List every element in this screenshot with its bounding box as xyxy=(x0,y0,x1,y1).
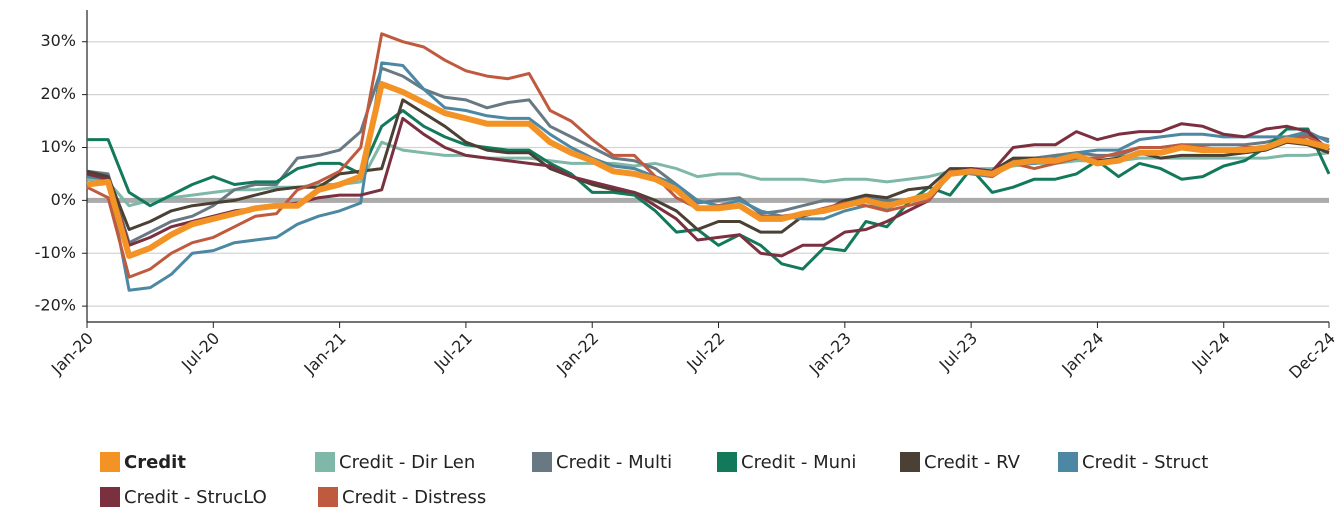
legend-label: Credit - Multi xyxy=(556,452,672,473)
x-tick-label: Jan-22 xyxy=(552,329,602,379)
legend-swatch xyxy=(318,487,338,507)
x-tick-label: Jul-22 xyxy=(682,329,728,375)
series-line xyxy=(86,98,1330,234)
y-tick-label: 0% xyxy=(51,190,76,209)
x-tick-label: Jan-23 xyxy=(805,329,855,379)
y-tick-label: 10% xyxy=(40,137,76,156)
legend-label: Credit - StrucLO xyxy=(124,487,267,508)
legend-label: Credit - Struct xyxy=(1082,452,1208,473)
series-line xyxy=(86,81,1330,259)
x-tick-label: Jan-20 xyxy=(47,329,97,379)
legend-swatch xyxy=(900,452,920,472)
legend-label: Credit xyxy=(124,452,186,473)
legend-swatch xyxy=(100,487,120,507)
legend-label: Credit - Dir Len xyxy=(339,452,475,473)
legend-label: Credit - Muni xyxy=(741,452,856,473)
x-tick-label: Jan-24 xyxy=(1057,329,1107,379)
x-tick-label: Jan-21 xyxy=(300,329,350,379)
legend-label: Credit - Distress xyxy=(342,487,486,508)
y-tick-label: -20% xyxy=(35,296,76,315)
legend-swatch xyxy=(100,452,120,472)
x-tick-label: Jul-24 xyxy=(1187,329,1233,375)
legend-swatch xyxy=(717,452,737,472)
y-tick-label: 30% xyxy=(40,31,76,50)
x-tick-label: Jul-23 xyxy=(935,329,981,375)
legend-swatch xyxy=(1058,452,1078,472)
y-tick-label: -10% xyxy=(35,243,76,262)
legend-swatch xyxy=(532,452,552,472)
series-line xyxy=(86,61,1330,292)
x-tick-label: Jul-20 xyxy=(177,329,223,375)
x-tick-label: Dec-24 xyxy=(1285,329,1339,383)
x-tick-label: Jul-21 xyxy=(430,329,476,375)
y-tick-label: 20% xyxy=(40,84,76,103)
legend-swatch xyxy=(315,452,335,472)
legend-label: Credit - RV xyxy=(924,452,1021,473)
